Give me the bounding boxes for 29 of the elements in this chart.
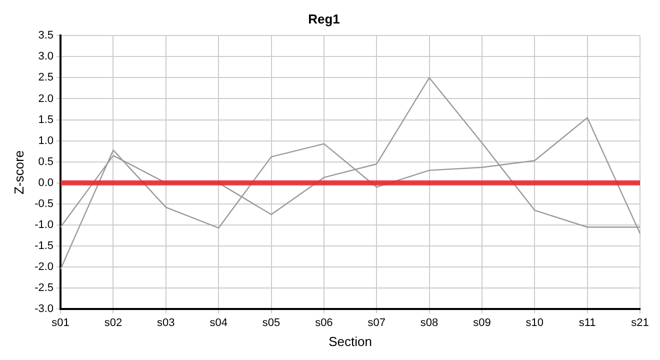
chart-title: Reg1 [308, 11, 340, 26]
x-tick-label: s03 [157, 316, 175, 329]
x-tick-label: s08 [420, 316, 438, 329]
y-axis-title: Z-score [11, 150, 26, 194]
y-tick-label: 3.0 [38, 50, 54, 63]
x-tick-label: s09 [473, 316, 491, 329]
y-tick-label: 0.5 [38, 156, 54, 168]
y-tick-label: 1.5 [38, 114, 54, 126]
y-tick-label: -1.0 [34, 219, 54, 232]
x-tick-label: s05 [262, 316, 280, 329]
x-tick-label: s02 [104, 316, 122, 329]
y-tick-label: 2.0 [38, 92, 54, 105]
x-tick-label: s21 [631, 316, 649, 329]
y-tick-label: 3.5 [38, 30, 54, 42]
x-tick-label: s01 [52, 316, 70, 329]
y-tick-label: -0.5 [34, 198, 54, 210]
x-tick-label: s06 [315, 316, 333, 329]
x-axis-title: Section [328, 334, 372, 349]
x-tick-label: s04 [210, 316, 228, 329]
x-tick-label: s10 [526, 316, 544, 329]
y-tick-label: 0.0 [38, 176, 54, 189]
y-tick-label: -3.0 [34, 303, 54, 316]
x-tick-label: s07 [368, 316, 386, 329]
y-tick-label: -2.0 [34, 261, 54, 274]
x-tick-label: s11 [578, 316, 596, 329]
y-tick-label: -1.5 [34, 240, 54, 252]
y-tick-label: -2.5 [34, 282, 54, 294]
y-tick-label: 1.0 [38, 134, 54, 147]
y-tick-label: 2.5 [38, 72, 54, 84]
